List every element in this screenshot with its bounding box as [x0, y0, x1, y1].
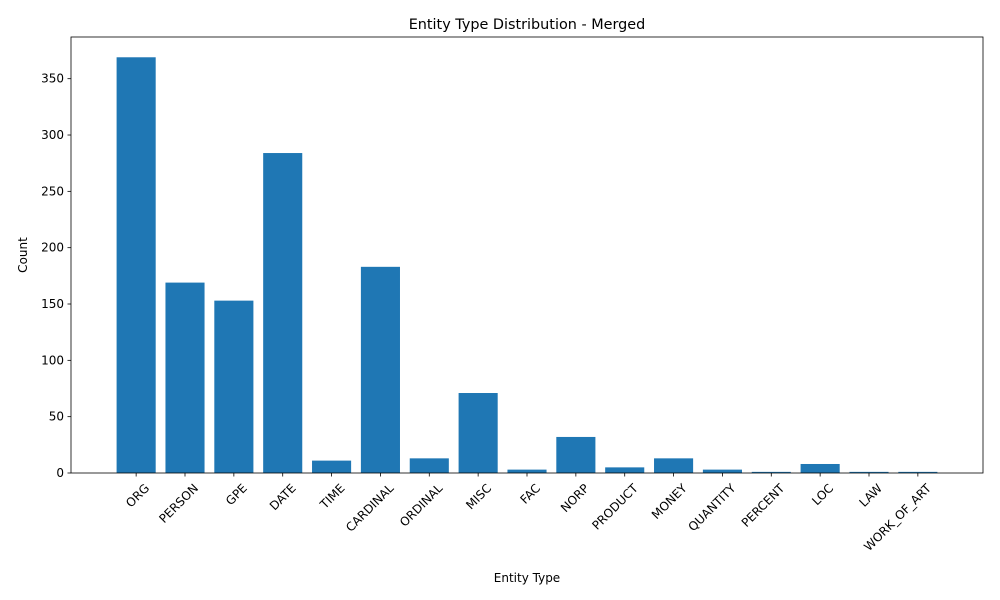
plot-frame [70, 36, 984, 474]
x-tick-label: CARDINAL [343, 481, 397, 535]
bar-work-of-art [898, 471, 938, 473]
y-tick-label: 150 [41, 297, 64, 311]
y-tick-label: 350 [41, 72, 64, 86]
x-tick-label: DATE [267, 481, 299, 513]
bar-ordinal [409, 458, 449, 473]
x-tick-label: ORDINAL [397, 481, 446, 530]
x-tick-label: NORP [558, 481, 592, 515]
x-axis-title: Entity Type [494, 571, 560, 585]
bar-norp [556, 436, 596, 473]
y-axis-title: Count [16, 237, 30, 273]
x-tick-label: GPE [223, 481, 250, 508]
x-tick-label: MISC [463, 481, 494, 512]
y-tick-label: 50 [49, 410, 64, 424]
bar-percent [751, 471, 791, 473]
y-tick-label: 100 [41, 353, 64, 367]
bar-fac [507, 469, 547, 473]
bar-money [654, 458, 694, 473]
x-tick-label: PERCENT [739, 481, 788, 530]
bar-loc [800, 463, 840, 473]
bar-misc [458, 393, 498, 473]
x-tick-label: PERSON [156, 481, 201, 526]
x-tick-label: FAC [517, 481, 543, 507]
x-tick-label: ORG [123, 481, 152, 510]
y-tick-label: 200 [41, 241, 64, 255]
bar-gpe [214, 300, 254, 473]
y-tick-label: 0 [56, 466, 64, 480]
x-tick-label: LOC [809, 481, 836, 508]
chart-title: Entity Type Distribution - Merged [409, 17, 646, 33]
bar-law [849, 471, 889, 473]
y-tick-label: 300 [41, 128, 64, 142]
bar-product [605, 467, 645, 473]
bar-person [165, 282, 205, 473]
bar-quantity [702, 469, 742, 473]
x-tick-label: PRODUCT [589, 481, 641, 533]
bar-org [116, 57, 156, 473]
y-axis: 0 50 100 150 200 250 300 350 [41, 72, 71, 480]
bar-date [263, 153, 303, 474]
y-tick-label: 250 [41, 184, 64, 198]
x-tick-label: LAW [857, 481, 886, 510]
x-tick-label: MONEY [649, 481, 690, 522]
bar-time [312, 460, 352, 473]
bars-group [116, 57, 938, 474]
x-tick-label: TIME [317, 481, 348, 512]
x-tick-label: QUANTITY [685, 481, 738, 534]
bar-cardinal [360, 266, 400, 473]
